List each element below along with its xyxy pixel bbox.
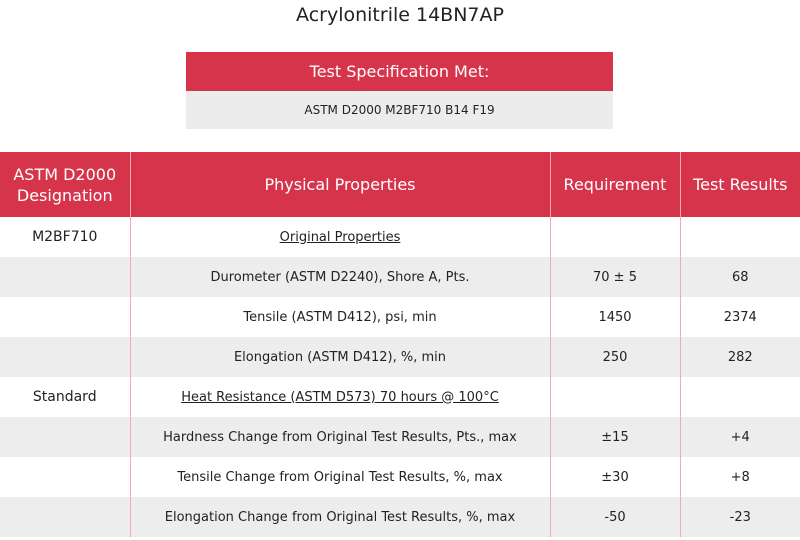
property-cell: Tensile Change from Original Test Result…	[130, 457, 551, 497]
designation-cell	[0, 257, 131, 297]
designation-cell	[0, 297, 131, 337]
property-cell: Tensile (ASTM D412), psi, min	[130, 297, 551, 337]
header-results: Test Results	[680, 152, 800, 217]
property-cell: Original Properties	[130, 217, 551, 257]
designation-cell	[0, 457, 131, 497]
header-designation: ASTM D2000 Designation	[0, 152, 131, 217]
requirement-cell	[550, 217, 681, 257]
properties-table: ASTM D2000 Designation Physical Properti…	[0, 152, 800, 537]
property-cell: Durometer (ASTM D2240), Shore A, Pts.	[130, 257, 551, 297]
result-cell: 2374	[723, 309, 757, 325]
result-cell	[680, 217, 800, 257]
designation-cell	[0, 337, 131, 377]
property-cell: Elongation Change from Original Test Res…	[130, 497, 551, 537]
requirement-cell	[550, 377, 681, 417]
property-cell: Hardness Change from Original Test Resul…	[130, 417, 551, 457]
result-cell: +8	[730, 469, 750, 485]
requirement-cell: ±30	[550, 457, 681, 497]
result-cell	[680, 377, 800, 417]
table-row: Standard Heat Resistance (ASTM D573) 70 h…	[0, 377, 800, 417]
result-cell: +4	[680, 417, 800, 457]
requirement-cell: ±15	[550, 417, 681, 457]
header-properties: Physical Properties	[130, 152, 551, 217]
designation-cell: Standard	[0, 377, 131, 417]
spec-value: ASTM D2000 M2BF710 B14 F19	[186, 91, 613, 129]
property-cell: Elongation (ASTM D412), %, min	[130, 337, 551, 377]
table-row: Durometer (ASTM D2240), Shore A, Pts. 70 …	[0, 257, 800, 297]
page-title: Acrylonitrile 14BN7AP	[296, 4, 504, 26]
result-cell: -23	[680, 497, 800, 537]
requirement-cell: 70 ± 5	[550, 257, 681, 297]
designation-cell	[0, 497, 131, 537]
designation-cell: M2BF710	[0, 217, 131, 257]
property-cell: Heat Resistance (ASTM D573) 70 hours @ 1…	[130, 377, 551, 417]
designation-cell	[0, 417, 131, 457]
result-cell: 282	[680, 337, 800, 377]
table-header-row: ASTM D2000 Designation Physical Properti…	[0, 152, 800, 217]
table-row: M2BF710 Original Properties	[0, 217, 800, 257]
table-row: Tensile Change from Original Test Result…	[0, 457, 800, 497]
table-row: Elongation Change from Original Test Res…	[0, 497, 800, 537]
requirement-cell: -50	[550, 497, 681, 537]
result-cell: 68	[680, 257, 800, 297]
requirement-cell: 1450	[550, 297, 681, 337]
requirement-cell: 250	[550, 337, 681, 377]
header-requirement: Requirement	[550, 152, 681, 217]
spec-heading: Test Specification Met:	[186, 52, 613, 91]
table-row: Hardness Change from Original Test Resul…	[0, 417, 800, 457]
table-row: Tensile (ASTM D412), psi, min 1450 2374	[0, 297, 800, 337]
table-row: Elongation (ASTM D412), %, min 250 282	[0, 337, 800, 377]
